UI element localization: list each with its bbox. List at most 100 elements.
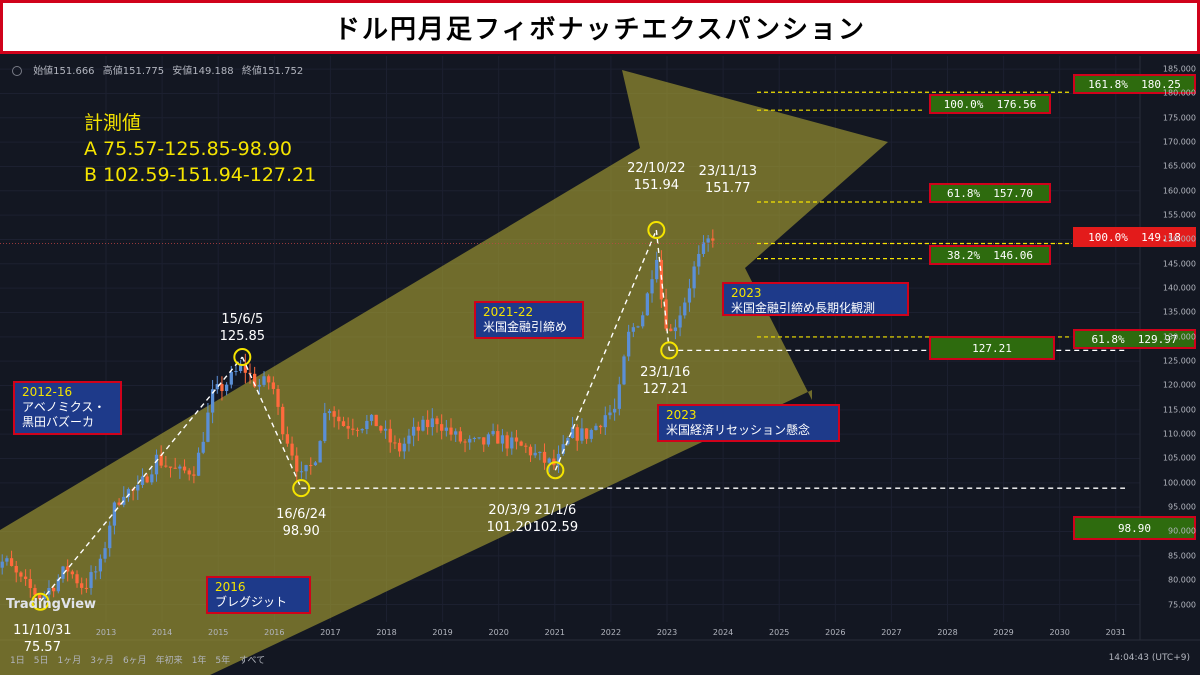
- event-box: 2016 ブレグジット: [206, 576, 311, 614]
- candle-body: [332, 411, 336, 417]
- range-selector: 1日 5日 1ヶ月 3ヶ月 6ヶ月 年初来 1年 5年 すべて: [10, 653, 274, 666]
- range-button[interactable]: 1日: [10, 656, 25, 666]
- point-value: 151.94: [633, 178, 680, 194]
- candle-body: [243, 364, 247, 373]
- candle-body: [580, 428, 584, 441]
- x-tick-label: 2016: [264, 628, 285, 637]
- fib-label: 161.8% 180.25: [1073, 74, 1196, 94]
- candle-body: [257, 384, 261, 387]
- candle-body: [407, 435, 411, 444]
- event-box: 2021-22 米国金融引締め: [474, 301, 584, 339]
- candle-body: [313, 462, 318, 466]
- candle-body: [327, 411, 332, 414]
- symbol-dot-icon[interactable]: [12, 66, 22, 76]
- candle-body: [692, 266, 696, 289]
- candle-body: [220, 384, 224, 392]
- zigzag-line: [554, 229, 657, 471]
- candle-body: [28, 578, 32, 589]
- candle-body: [239, 364, 243, 372]
- candle-body: [276, 388, 280, 407]
- candle-body: [697, 253, 701, 267]
- candle-body: [145, 476, 149, 483]
- candle-body: [89, 572, 93, 588]
- candle-body: [150, 474, 154, 483]
- ohlc-open: 始値151.666: [33, 66, 95, 77]
- x-tick-label: 2029: [993, 628, 1014, 637]
- candle-body: [136, 484, 140, 491]
- event-text: ブレグジット: [215, 595, 288, 609]
- y-tick-label: 130.000: [1162, 332, 1196, 342]
- candle-body: [14, 565, 18, 573]
- candle-body: [505, 435, 509, 449]
- candle-body: [683, 302, 687, 316]
- point-date: 11/10/31: [13, 623, 72, 638]
- event-year: 2023: [666, 408, 697, 422]
- candle-body: [430, 418, 434, 428]
- range-button[interactable]: 3ヶ月: [90, 656, 114, 666]
- point-label: 20/3/9 101.20: [487, 502, 533, 536]
- range-button[interactable]: 5年: [215, 656, 231, 666]
- candle-body: [108, 525, 112, 549]
- point-value: 125.85: [219, 329, 266, 344]
- range-button[interactable]: すべて: [239, 656, 266, 666]
- candle-body: [687, 288, 692, 303]
- candle-body: [206, 412, 210, 442]
- x-tick-label: 2013: [95, 628, 117, 637]
- candle-body: [538, 451, 542, 453]
- candle-body: [70, 571, 74, 575]
- y-tick-label: 125.000: [1162, 356, 1196, 366]
- candle-body: [664, 299, 668, 329]
- range-button[interactable]: 6ヶ月: [122, 656, 147, 666]
- candle-body: [519, 441, 523, 446]
- point-date: 16/6/24: [276, 507, 327, 523]
- y-tick-label: 160.000: [1162, 186, 1196, 196]
- fib-label: 100.0% 149.18: [1073, 227, 1196, 247]
- point-value: 127.21: [642, 382, 688, 397]
- candle-body: [75, 574, 79, 584]
- range-button[interactable]: 年初来: [155, 656, 183, 666]
- measurement-heading: 計測値: [84, 112, 142, 134]
- pivot-circle: [647, 221, 666, 240]
- range-button[interactable]: 1ヶ月: [57, 656, 82, 666]
- candle-body: [402, 443, 406, 452]
- candle-body: [482, 437, 486, 445]
- y-tick-label: 75.000: [1168, 600, 1196, 609]
- event-text: 米国金融引締め長期化観測: [731, 301, 876, 315]
- fib-label: 127.21: [929, 336, 1055, 360]
- zigzag-line: [241, 356, 302, 489]
- y-tick-label: 120.000: [1162, 380, 1196, 390]
- range-button[interactable]: 5日: [33, 656, 49, 666]
- candle-body: [33, 588, 37, 595]
- x-tick-label: 2028: [937, 628, 958, 637]
- candle-body: [491, 431, 495, 435]
- candle-body: [496, 431, 500, 444]
- candle-body: [337, 416, 341, 422]
- candle-body: [477, 437, 481, 439]
- fib-label: 98.90: [1073, 516, 1196, 540]
- trend-arrow: [0, 70, 888, 675]
- candle-body: [556, 453, 561, 466]
- candle-body: [524, 445, 528, 447]
- candle-body: [56, 578, 60, 592]
- candle-body: [140, 476, 145, 485]
- candle-body: [154, 454, 159, 475]
- candle-body: [458, 431, 463, 442]
- candle-body: [589, 429, 593, 439]
- candle-body: [570, 427, 575, 439]
- event-text: 黒田バズーカ: [22, 415, 95, 429]
- pivot-circle: [546, 461, 565, 480]
- y-tick-label: 105.000: [1162, 453, 1196, 463]
- candle-body: [669, 328, 673, 332]
- candle-body: [426, 419, 430, 428]
- y-tick-label: 85.000: [1168, 551, 1196, 561]
- x-tick-label: 2017: [320, 628, 341, 637]
- ohlc-low: 安値149.188: [172, 66, 234, 77]
- candle-body: [528, 446, 533, 456]
- candle-body: [295, 455, 299, 472]
- point-date: 23/11/13: [698, 163, 757, 179]
- candle-body: [323, 413, 327, 442]
- candle-body: [421, 419, 425, 431]
- candle-body: [126, 489, 131, 497]
- range-button[interactable]: 1年: [191, 656, 207, 666]
